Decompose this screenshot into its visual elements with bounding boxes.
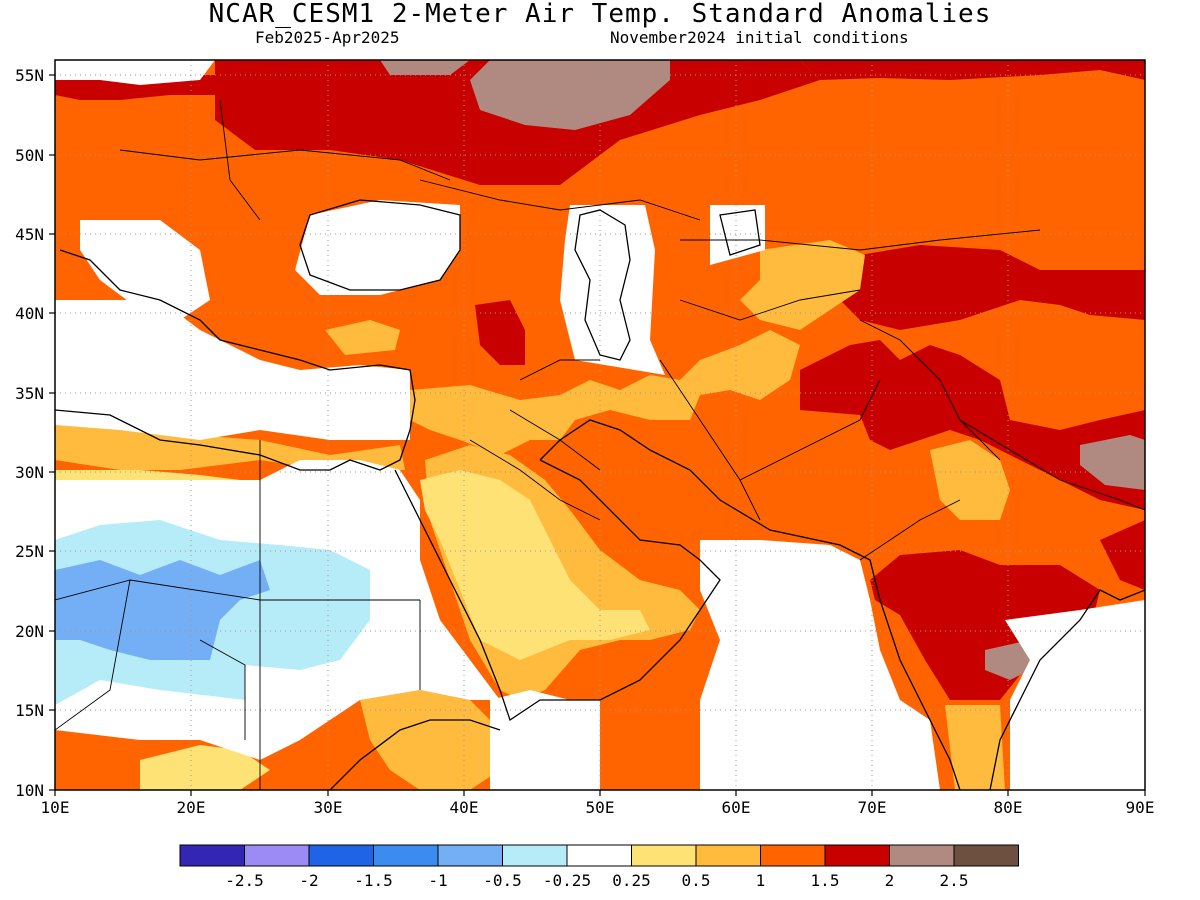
lat-label: 55N [15,66,44,85]
lon-label: 30E [314,798,343,817]
colorbar-labels: -2.5 -2 -1.5 -1 -0.5 -0.25 0.25 0.5 1 1.5 2 2.5 [225,871,968,890]
lat-label: 45N [15,225,44,244]
anomaly-region-russia-brown-2 [380,60,470,75]
anomaly-region-russia-brown [470,60,670,130]
anomaly-region-med-white [55,300,410,440]
lon-label: 70E [858,798,887,817]
anomaly-region-north-red [800,60,1145,80]
lat-labels: 10N 15N 20N 25N 30N 35N 40N 45N 50N 55N [15,66,44,800]
graticule [55,60,1145,790]
colorbar [179,844,1019,867]
colorbar-swatch [308,844,374,867]
colorbar-swatch [179,844,245,867]
anomaly-fill [55,60,1145,790]
anomaly-region-aral-white [710,205,765,265]
initial-conditions: November2024 initial conditions [610,28,909,47]
lat-label: 15N [15,701,44,720]
colorbar-label: -0.5 [483,871,522,890]
colorbar-label: 2.5 [940,871,969,890]
anomaly-region-bangladesh-red [1100,520,1145,590]
colorbar-label: 1.5 [811,871,840,890]
anomaly-region-blacksea-white [295,200,460,295]
anomaly-region-gulfaden-white [490,690,600,790]
lat-label: 20N [15,622,44,641]
anomaly-region-tibet-brown [1080,435,1145,490]
anomaly-region-ethiopia-lightorange [360,690,500,790]
anomaly-region-caspian-white [560,205,665,375]
lat-label: 10N [15,781,44,800]
lon-label: 20E [177,798,206,817]
lon-label: 80E [994,798,1023,817]
colorbar-label: -2 [299,871,318,890]
anomaly-region-centralasia-red [840,245,1145,330]
lat-label: 30N [15,463,44,482]
colorbar-label: -1.5 [354,871,393,890]
anomaly-region-nafrica-lightorange [55,425,405,470]
colorbar-label: 0.5 [682,871,711,890]
colorbar-label: -2.5 [225,871,264,890]
map-title: NCAR_CESM1 2-Meter Air Temp. Standard An… [208,0,992,29]
colorbar-label: 0.25 [612,871,651,890]
colorbar-swatch [437,844,503,867]
colorbar-label: -0.25 [543,871,591,890]
colorbar-swatch [889,844,955,867]
colorbar-swatch [244,844,310,867]
lat-label: 35N [15,384,44,403]
colorbar-label: 1 [756,871,766,890]
anomaly-region-turkey-red [475,300,525,365]
anomaly-region-anatolia-lightorange [325,320,400,355]
colorbar-label: 2 [885,871,895,890]
anomaly-region-arabia-yellow [420,470,650,660]
colorbar-swatch [953,844,1019,867]
anomaly-region-india-red [870,550,1100,700]
colorbar-swatch [824,844,890,867]
lat-label: 40N [15,304,44,323]
anomaly-region-arabiansea-white [700,540,940,790]
anomaly-region-southindia-lightorange [945,705,1005,790]
anomaly-region-libya-blue [55,560,270,660]
lon-label: 40E [450,798,479,817]
anomaly-region-baltic-white [55,60,215,85]
anomaly-region-pakistan-red [800,340,1145,510]
colorbar-swatch [373,844,439,867]
lat-label: 50N [15,146,44,165]
lon-label: 10E [41,798,70,817]
lon-label: 60E [722,798,751,817]
colorbar-swatch [760,844,826,867]
country-borders [55,99,1145,790]
anomaly-region-bayofbengal-white [1005,600,1145,790]
colorbar-label: -1 [428,871,447,890]
anomaly-region-rajasthan-lightorange [930,440,1010,520]
anomaly-region-sudan-yellow [140,745,270,790]
lon-labels: 10E 20E 30E 40E 50E 60E 70E 80E 90E [41,798,1155,817]
lon-label: 90E [1126,798,1155,817]
colorbar-swatch [502,844,568,867]
lon-label: 50E [586,798,615,817]
lat-label: 25N [15,542,44,561]
colorbar-swatch [631,844,697,867]
colorbar-swatch [695,844,761,867]
colorbar-swatch [566,844,632,867]
anomaly-region-italy-white [80,220,210,320]
anomaly-region-turkmen-lightorange [740,240,865,330]
axis-ticks [49,74,1146,796]
coastlines [55,199,1145,790]
forecast-period: Feb2025-Apr2025 [255,28,400,47]
